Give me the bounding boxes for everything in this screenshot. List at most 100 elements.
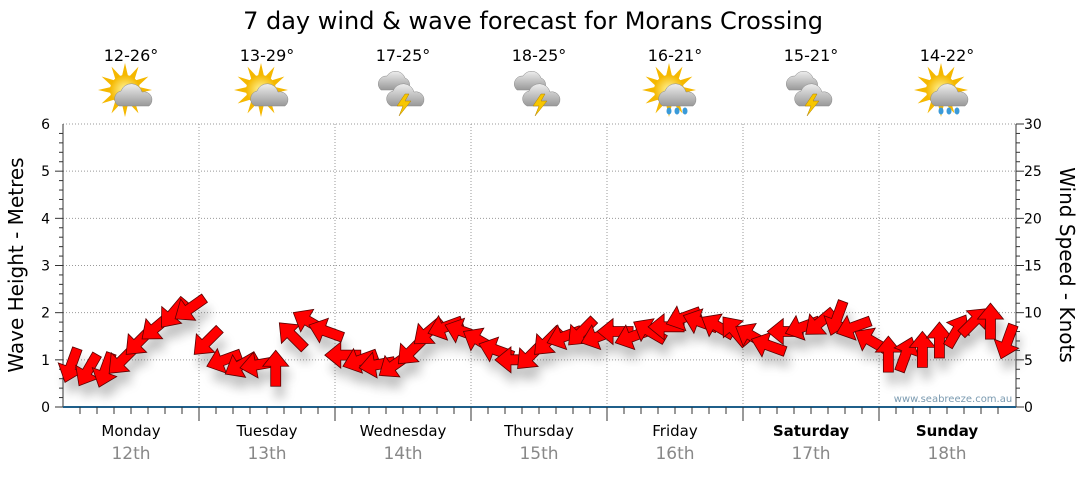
sun-ray [938, 63, 944, 76]
cloud [250, 83, 289, 107]
sun-ray [258, 63, 264, 76]
cloud [930, 83, 969, 107]
arrow-shadow [283, 334, 313, 364]
storm-icon [514, 70, 561, 117]
sun-ray [122, 104, 128, 117]
wind-arrow [193, 324, 224, 355]
cloud [114, 83, 153, 107]
wind-arrow [925, 321, 954, 359]
sun-ray [683, 87, 696, 93]
sun-ray [122, 63, 128, 76]
temperature-label: 16-21° [648, 46, 703, 65]
wind-arrow [750, 331, 788, 358]
sun-ray [679, 76, 693, 86]
y-tick-label: 0 [41, 400, 50, 416]
sun-cloud-icon [234, 63, 289, 117]
day-label: Thursday [503, 422, 574, 440]
temperature-label: 15-21° [784, 46, 839, 65]
sun-ray [645, 94, 659, 104]
sun-ray [271, 76, 285, 86]
y-tick-label: 5 [41, 164, 50, 180]
wind-arrow [324, 341, 362, 369]
y2-tick-label: 25 [1024, 164, 1042, 180]
sun-ray [655, 66, 665, 80]
sun-ray [673, 66, 683, 80]
wind-arrow [261, 349, 290, 387]
rain-drop [946, 107, 952, 115]
y2-tick-label: 5 [1024, 353, 1033, 369]
y2-tick-label: 15 [1024, 259, 1042, 275]
temperature-label: 17-25° [376, 46, 431, 65]
wind-arrow [874, 335, 903, 373]
date-label: 17th [791, 444, 830, 464]
day-label: Monday [101, 422, 160, 440]
sun-cloud-icon [98, 63, 153, 117]
day-label: Friday [652, 422, 698, 440]
wind-arrow [174, 293, 208, 321]
day-label: Tuesday [235, 422, 297, 440]
temperature-label: 13-29° [240, 46, 295, 65]
watermark: www.seabreeze.com.au [894, 394, 1012, 405]
date-label: 15th [519, 444, 558, 464]
sun-ray [645, 76, 659, 86]
sun-ray [642, 87, 655, 93]
wind-arrow [835, 314, 873, 341]
storm-icon [786, 70, 833, 117]
sun-ray [129, 66, 139, 80]
sun-ray [98, 87, 111, 93]
y2-axis-label: Wind Speed - Knots [1055, 167, 1079, 363]
y-tick-label: 4 [41, 211, 50, 227]
day-label: Wednesday [360, 422, 447, 440]
rain-drop [954, 107, 960, 115]
rain-drop [682, 107, 688, 115]
wind-arrow [805, 306, 838, 335]
sun-rain-icon [914, 63, 969, 117]
y-tick-label: 6 [41, 117, 50, 133]
day-label: Sunday [916, 422, 979, 440]
chart-title: 7 day wind & wave forecast for Morans Cr… [243, 7, 823, 35]
y2-tick-label: 30 [1024, 117, 1042, 133]
temperature-label: 12-26° [104, 46, 159, 65]
temperature-label: 14-22° [920, 46, 975, 65]
sun-ray [917, 76, 931, 86]
lightning-bolt [532, 93, 548, 117]
sun-ray [666, 63, 672, 76]
sun-ray [955, 87, 968, 93]
y2-tick-label: 10 [1024, 306, 1042, 322]
sun-ray [945, 66, 955, 80]
storm-icon [378, 70, 425, 117]
wind-arrow [75, 351, 102, 387]
sun-ray [927, 66, 937, 80]
y-tick-label: 1 [41, 353, 50, 369]
sun-ray [139, 87, 152, 93]
sun-ray [101, 94, 115, 104]
date-label: 14th [383, 444, 422, 464]
temperature-label: 18-25° [512, 46, 567, 65]
rain-drop [938, 107, 944, 115]
sun-ray [101, 76, 115, 86]
wind-arrow [206, 347, 243, 374]
sun-ray [234, 87, 247, 93]
sun-ray [265, 66, 275, 80]
date-label: 13th [247, 444, 286, 464]
rain-drop [666, 107, 672, 115]
y2-tick-label: 20 [1024, 211, 1042, 227]
wind-arrow [976, 302, 1005, 340]
sun-ray [917, 94, 931, 104]
sun-rain-icon [642, 63, 697, 117]
sun-ray [275, 87, 288, 93]
sun-ray [258, 104, 264, 117]
y-tick-label: 3 [41, 259, 50, 275]
wind-arrow [278, 322, 309, 353]
lightning-bolt [804, 93, 820, 117]
sun-ray [237, 76, 251, 86]
wind-arrow [596, 317, 634, 346]
day-label: Saturday [773, 422, 850, 440]
rain-drop [674, 107, 680, 115]
lightning-bolt [396, 93, 412, 117]
sun-ray [914, 87, 927, 93]
cloud [658, 83, 697, 107]
sun-ray [135, 76, 149, 86]
sun-ray [247, 66, 257, 80]
